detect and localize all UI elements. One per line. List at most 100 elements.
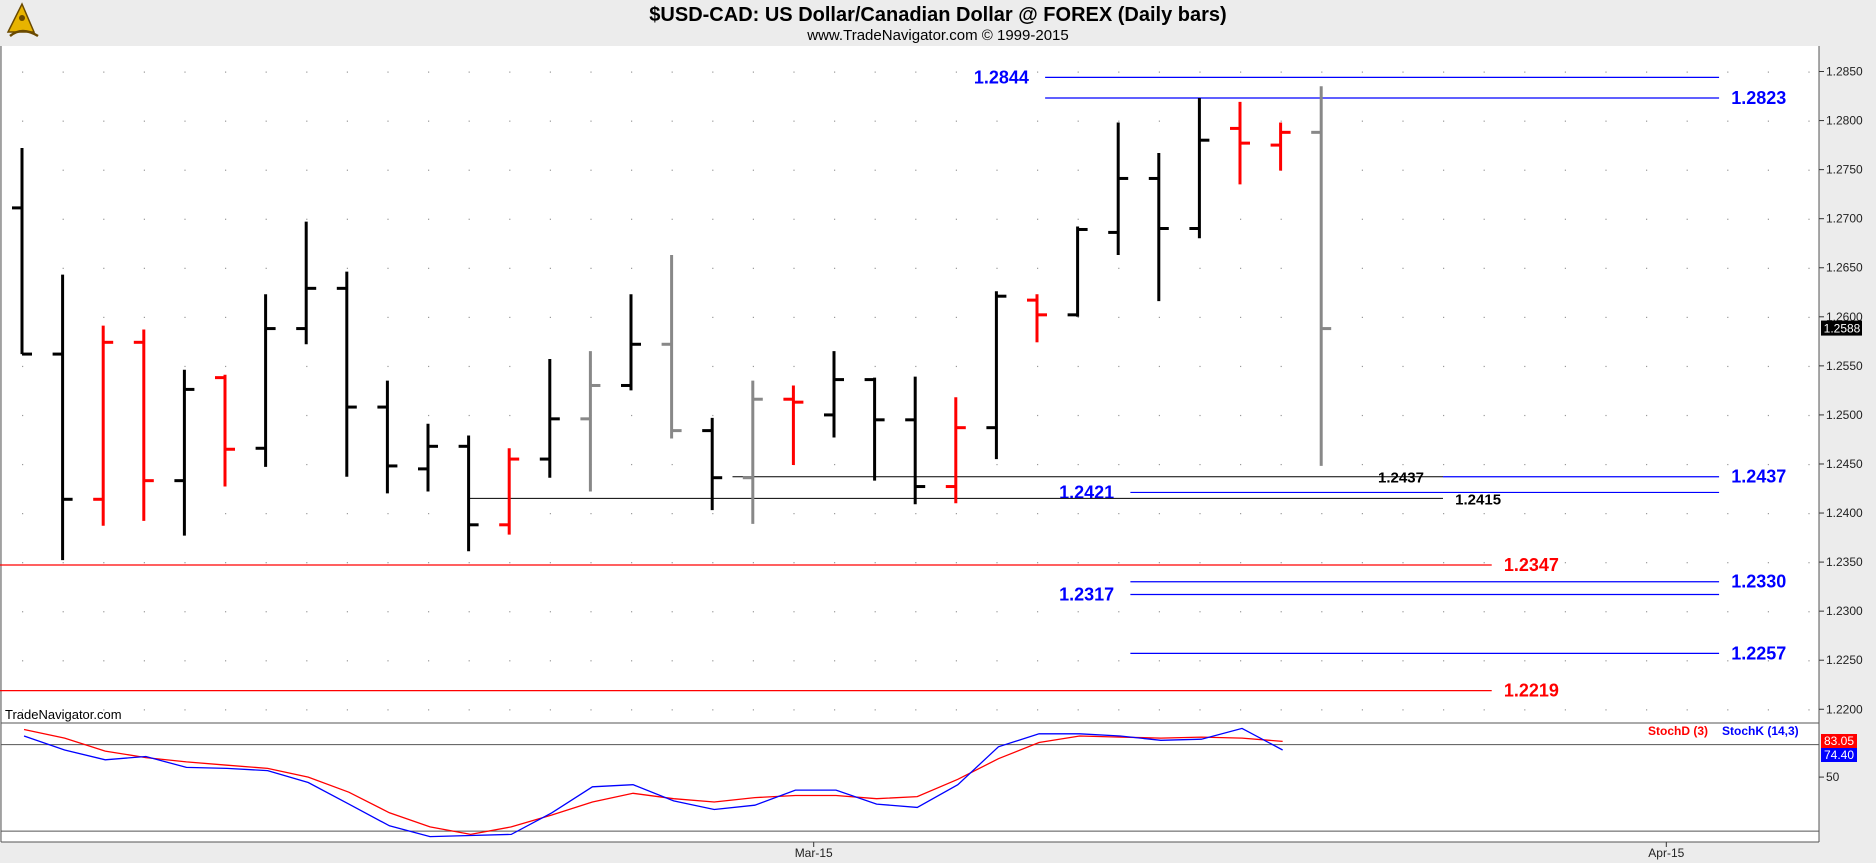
grid-dot [1808,120,1810,122]
grid-dot [1767,414,1769,417]
price-tick-label: 1.2400 [1826,506,1863,520]
stoch-k-legend: StochK (14,3) [1722,724,1799,738]
grid-dot [103,660,105,662]
price-tick-label: 1.2750 [1826,163,1863,177]
grid-dot [752,709,754,711]
grid-dot [306,562,308,564]
grid-dot [1321,513,1323,515]
grid-dot [1077,611,1079,613]
grid-dot [184,120,186,122]
grid-dot [1443,463,1445,466]
grid-dot [62,218,64,220]
grid-dot [874,120,876,122]
ohlc-bar [1270,122,1291,171]
grid-dot [1443,611,1445,613]
grid-dot [346,169,348,171]
grid-dot [1240,660,1242,662]
ohlc-bar [702,417,723,511]
grid-dot [590,562,592,564]
grid-dot [1361,218,1363,220]
grid-dot [468,218,470,220]
grid-dot [1808,365,1810,368]
grid-dot [1361,611,1363,613]
grid-dot [955,365,957,368]
grid-dot [1767,611,1769,613]
grid-dot [1646,71,1648,73]
grid-dot [874,169,876,171]
sextant-logo-icon [6,2,39,38]
grid-dot [1158,463,1160,466]
grid-dot [1118,365,1120,368]
grid-dot [793,120,795,122]
grid-dot [1686,562,1688,564]
grid-dot [955,120,957,122]
grid-dot [955,562,957,564]
grid-dot [631,463,633,466]
grid-dot [1605,218,1607,220]
grid-dot [1727,218,1729,220]
grid-dot [1727,120,1729,122]
grid-dot [996,611,998,613]
grid-dot [1524,463,1526,466]
grid-dot [915,513,917,515]
grid-dot [1118,316,1120,318]
grid-dot [1118,611,1120,613]
grid-dot [468,414,470,417]
grid-dot [346,513,348,515]
grid-dot [915,120,917,122]
grid-dot [1686,71,1688,73]
grid-dot [1524,611,1526,613]
grid-dot [712,513,714,515]
grid-dot [671,218,673,220]
grid-dot [1443,365,1445,368]
grid-dot [62,120,64,122]
grid-dot [1443,316,1445,318]
stoch-d-value: 83.05 [1824,734,1854,748]
grid-dot [1240,218,1242,220]
grid-dot [103,120,105,122]
ohlc-bar [1311,86,1332,466]
grid-dot [1402,414,1404,417]
grid-dot [387,267,389,269]
grid-dot [1483,611,1485,613]
grid-dot [1686,709,1688,711]
grid-dot [1564,71,1566,73]
grid-dot [1077,709,1079,711]
grid-dot [143,562,145,564]
grid-dot [834,120,836,122]
grid-dot [143,611,145,613]
grid-dot [834,463,836,466]
grid-dot [346,71,348,73]
grid-dot [590,71,592,73]
stoch-k-line [23,727,1283,838]
grid-dot [793,267,795,269]
grid-dot [22,611,24,613]
price-tick-label: 1.2300 [1826,604,1863,618]
grid-dot [1524,709,1526,711]
grid-dot [306,463,308,466]
grid-dot [428,267,430,269]
grid-dot [1402,267,1404,269]
grid-dot [1443,169,1445,171]
grid-dot [1564,709,1566,711]
grid-dot [22,71,24,73]
grid-dot [1240,316,1242,318]
grid-dot [1118,513,1120,515]
grid-dot [1280,414,1282,417]
grid-dot [915,218,917,220]
stoch-tick-label: 50 [1826,770,1840,784]
grid-dot [955,169,957,171]
ohlc-bar [336,271,357,477]
grid-dot [549,267,551,269]
grid-dot [428,120,430,122]
grid-dot [1564,660,1566,662]
grid-dot [631,218,633,220]
grid-dot [834,660,836,662]
grid-dot [752,562,754,564]
grid-dot [306,71,308,73]
grid-dot [265,267,267,269]
grid-dot [103,267,105,269]
grid-dot [1118,562,1120,564]
grid-dot [143,709,145,711]
grid-dot [62,169,64,171]
